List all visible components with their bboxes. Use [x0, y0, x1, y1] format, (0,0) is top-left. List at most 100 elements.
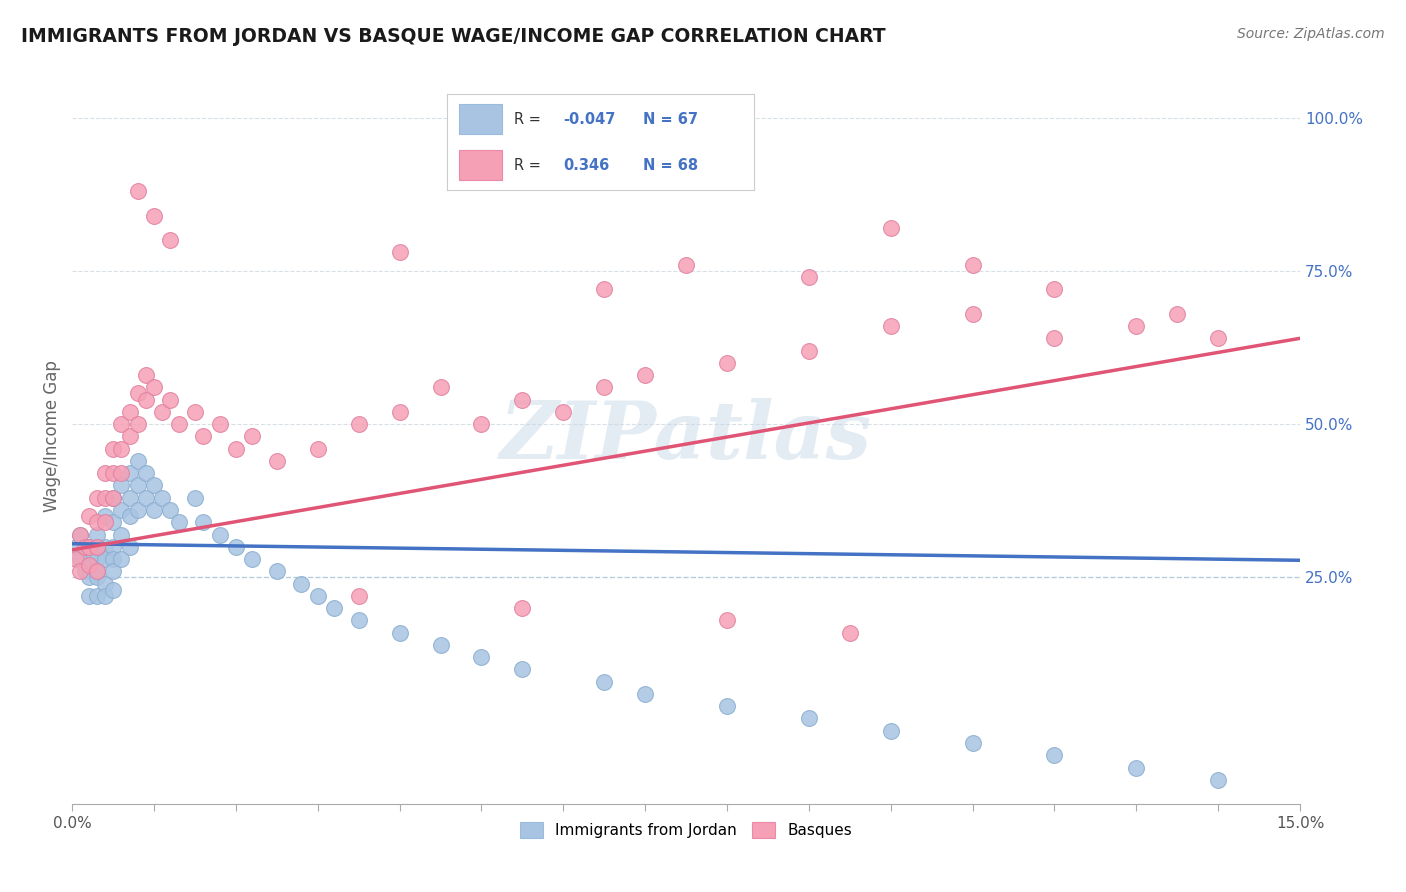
Point — [193, 429, 215, 443]
Point — [159, 503, 181, 517]
Point — [110, 442, 132, 456]
Point — [101, 552, 124, 566]
Point — [167, 515, 190, 529]
Point — [69, 527, 91, 541]
Point — [101, 491, 124, 505]
Point — [86, 552, 108, 566]
Point — [69, 527, 91, 541]
Point — [634, 368, 657, 383]
Point — [82, 546, 104, 560]
Point — [86, 540, 108, 554]
Point — [69, 552, 91, 566]
Point — [880, 723, 903, 738]
Point — [388, 405, 411, 419]
Point — [94, 540, 117, 554]
Point — [127, 386, 149, 401]
Point — [797, 711, 820, 725]
Point — [135, 368, 157, 383]
Point — [716, 613, 738, 627]
Point — [77, 589, 100, 603]
Point — [208, 527, 231, 541]
Point — [110, 417, 132, 432]
Point — [429, 380, 451, 394]
Point — [101, 491, 124, 505]
Y-axis label: Wage/Income Gap: Wage/Income Gap — [44, 360, 60, 512]
Point — [65, 540, 87, 554]
Text: ZIPatlas: ZIPatlas — [501, 398, 872, 475]
Point — [118, 491, 141, 505]
Point — [266, 564, 288, 578]
Point — [118, 467, 141, 481]
Point — [962, 736, 984, 750]
Point — [962, 307, 984, 321]
Point — [101, 540, 124, 554]
Point — [86, 540, 108, 554]
Point — [512, 601, 534, 615]
Point — [86, 589, 108, 603]
Point — [266, 454, 288, 468]
Point — [110, 478, 132, 492]
Point — [240, 429, 263, 443]
Point — [1206, 772, 1229, 787]
Point — [101, 442, 124, 456]
Point — [512, 392, 534, 407]
Point — [135, 467, 157, 481]
Point — [77, 540, 100, 554]
Point — [127, 503, 149, 517]
Point — [470, 650, 492, 665]
Point — [86, 515, 108, 529]
Point — [86, 564, 108, 578]
Point — [675, 258, 697, 272]
Point — [101, 515, 124, 529]
Point — [110, 503, 132, 517]
Point — [159, 233, 181, 247]
Point — [797, 270, 820, 285]
Point — [838, 625, 860, 640]
Point — [184, 491, 207, 505]
Text: Source: ZipAtlas.com: Source: ZipAtlas.com — [1237, 27, 1385, 41]
Point — [593, 380, 616, 394]
Point — [880, 319, 903, 334]
Point — [159, 392, 181, 407]
Point — [77, 558, 100, 573]
Point — [69, 564, 91, 578]
Point — [208, 417, 231, 432]
Point — [110, 527, 132, 541]
Point — [101, 467, 124, 481]
Point — [77, 509, 100, 524]
Point — [225, 540, 247, 554]
Point — [470, 417, 492, 432]
Point — [1043, 282, 1066, 296]
Point — [135, 392, 157, 407]
Point — [94, 509, 117, 524]
Point — [101, 582, 124, 597]
Point — [118, 540, 141, 554]
Point — [110, 467, 132, 481]
Point — [470, 160, 492, 174]
Point — [101, 564, 124, 578]
Point — [1043, 748, 1066, 763]
Point — [512, 662, 534, 676]
Point — [225, 442, 247, 456]
Point — [553, 405, 575, 419]
Point — [347, 417, 370, 432]
Point — [593, 282, 616, 296]
Point — [962, 258, 984, 272]
Point — [110, 552, 132, 566]
Point — [240, 552, 263, 566]
Point — [797, 343, 820, 358]
Point — [184, 405, 207, 419]
Point — [307, 589, 329, 603]
Point — [127, 454, 149, 468]
Point — [94, 491, 117, 505]
Point — [307, 442, 329, 456]
Point — [86, 570, 108, 584]
Point — [94, 467, 117, 481]
Point — [86, 491, 108, 505]
Point — [65, 552, 87, 566]
Point — [290, 576, 312, 591]
Point — [94, 515, 117, 529]
Point — [193, 515, 215, 529]
Point — [127, 184, 149, 198]
Point — [716, 356, 738, 370]
